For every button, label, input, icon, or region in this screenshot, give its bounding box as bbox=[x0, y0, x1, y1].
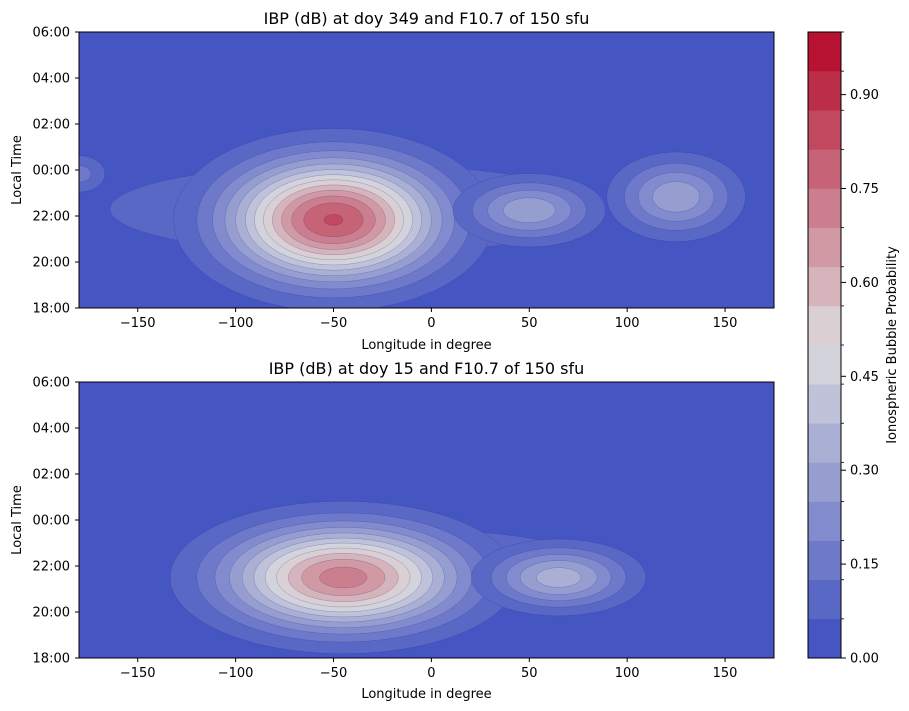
colorbar-band bbox=[808, 462, 841, 502]
x-tick-label: 100 bbox=[615, 316, 640, 331]
colorbar-band bbox=[808, 227, 841, 268]
contour-band bbox=[79, 155, 106, 193]
x-tick-label: −50 bbox=[320, 316, 347, 331]
colorbar-band bbox=[808, 266, 841, 307]
colorbar-ticks: 0.00 0.15 0.30 0.45 0.60 0.75 0.90 bbox=[841, 31, 879, 667]
x-tick-label: −50 bbox=[320, 666, 347, 681]
colorbar-band bbox=[808, 579, 841, 620]
colorbar-tick-label: 0.30 bbox=[850, 464, 879, 479]
y-tick-label: 02:00 bbox=[33, 118, 70, 133]
colorbar: 0.00 0.15 0.30 0.45 0.60 0.75 0.90 Ionospheric… bbox=[807, 31, 900, 667]
colorbar-band bbox=[808, 32, 841, 72]
x-tick-label: 0 bbox=[427, 316, 435, 331]
y-tick-label: 00:00 bbox=[33, 164, 70, 179]
y-tick-label: 04:00 bbox=[33, 72, 70, 87]
x-tick-label: −150 bbox=[120, 316, 156, 331]
x-tick-label: 50 bbox=[521, 316, 538, 331]
y-tick-label: 06:00 bbox=[33, 26, 70, 41]
y-tick-label: 02:00 bbox=[33, 468, 70, 483]
y-axis: 18:00 20:00 22:00 00:00 02:00 04:00 06:00 bbox=[33, 26, 79, 317]
contour-layer bbox=[79, 382, 774, 658]
contour-band bbox=[503, 197, 556, 223]
colorbar-band bbox=[808, 618, 841, 659]
colorbar-band bbox=[808, 188, 841, 228]
x-tick-label: 150 bbox=[713, 666, 738, 681]
colorbar-tick-label: 0.60 bbox=[850, 276, 879, 291]
plot-area bbox=[79, 382, 774, 658]
x-tick-label: −100 bbox=[218, 316, 254, 331]
plot-area bbox=[79, 32, 774, 308]
y-tick-label: 20:00 bbox=[33, 256, 70, 271]
contour-layer bbox=[79, 32, 774, 308]
x-tick-label: 100 bbox=[615, 666, 640, 681]
y-axis: 18:00 20:00 22:00 00:00 02:00 04:00 06:00 bbox=[33, 376, 79, 667]
colorbar-band bbox=[808, 71, 841, 111]
colorbar-tick-label: 0.00 bbox=[850, 652, 879, 667]
contour-band bbox=[319, 566, 368, 589]
contour-band bbox=[652, 181, 700, 213]
x-tick-label: 50 bbox=[521, 666, 538, 681]
x-tick-label: 150 bbox=[713, 316, 738, 331]
y-tick-label: 18:00 bbox=[33, 652, 70, 667]
y-tick-label: 20:00 bbox=[33, 606, 70, 621]
y-tick-label: 00:00 bbox=[33, 514, 70, 529]
colorbar-tick-label: 0.15 bbox=[850, 558, 879, 573]
colorbar-band bbox=[808, 384, 841, 424]
y-tick-label: 04:00 bbox=[33, 422, 70, 437]
colorbar-band bbox=[808, 423, 841, 463]
subplot-top: IBP (dB) at doy 349 and F10.7 of 150 sfu… bbox=[10, 9, 775, 353]
x-tick-label: −100 bbox=[218, 666, 254, 681]
colorbar-bands bbox=[808, 32, 841, 659]
colorbar-tick-label: 0.90 bbox=[850, 88, 879, 103]
x-tick-label: 0 bbox=[427, 666, 435, 681]
chart-title: IBP (dB) at doy 349 and F10.7 of 150 sfu bbox=[264, 9, 590, 28]
y-axis-label: Local Time bbox=[10, 485, 25, 555]
colorbar-band bbox=[808, 501, 841, 541]
y-tick-label: 18:00 bbox=[33, 302, 70, 317]
colorbar-tick-label: 0.45 bbox=[850, 370, 879, 385]
colorbar-band bbox=[808, 345, 841, 385]
colorbar-band bbox=[808, 305, 841, 346]
contour-band bbox=[323, 214, 344, 226]
y-tick-label: 22:00 bbox=[33, 560, 70, 575]
y-tick-label: 06:00 bbox=[33, 376, 70, 391]
y-tick-label: 22:00 bbox=[33, 210, 70, 225]
colorbar-label: Ionospheric Bubble Probability bbox=[885, 246, 900, 444]
y-axis-label: Local Time bbox=[10, 135, 25, 205]
colorbar-band bbox=[808, 149, 841, 189]
x-axis-label: Longitude in degree bbox=[361, 687, 491, 702]
x-tick-label: −150 bbox=[120, 666, 156, 681]
chart-title: IBP (dB) at doy 15 and F10.7 of 150 sfu bbox=[269, 359, 585, 378]
subplot-bottom: IBP (dB) at doy 15 and F10.7 of 150 sfu … bbox=[10, 359, 775, 702]
colorbar-tick-label: 0.75 bbox=[850, 182, 879, 197]
x-axis: −150 −100 −50 0 50 100 150 bbox=[120, 658, 738, 681]
contour-band bbox=[536, 567, 582, 588]
x-axis: −150 −100 −50 0 50 100 150 bbox=[120, 308, 738, 331]
colorbar-band bbox=[808, 110, 841, 150]
colorbar-band bbox=[808, 540, 841, 581]
x-axis-label: Longitude in degree bbox=[361, 338, 491, 353]
